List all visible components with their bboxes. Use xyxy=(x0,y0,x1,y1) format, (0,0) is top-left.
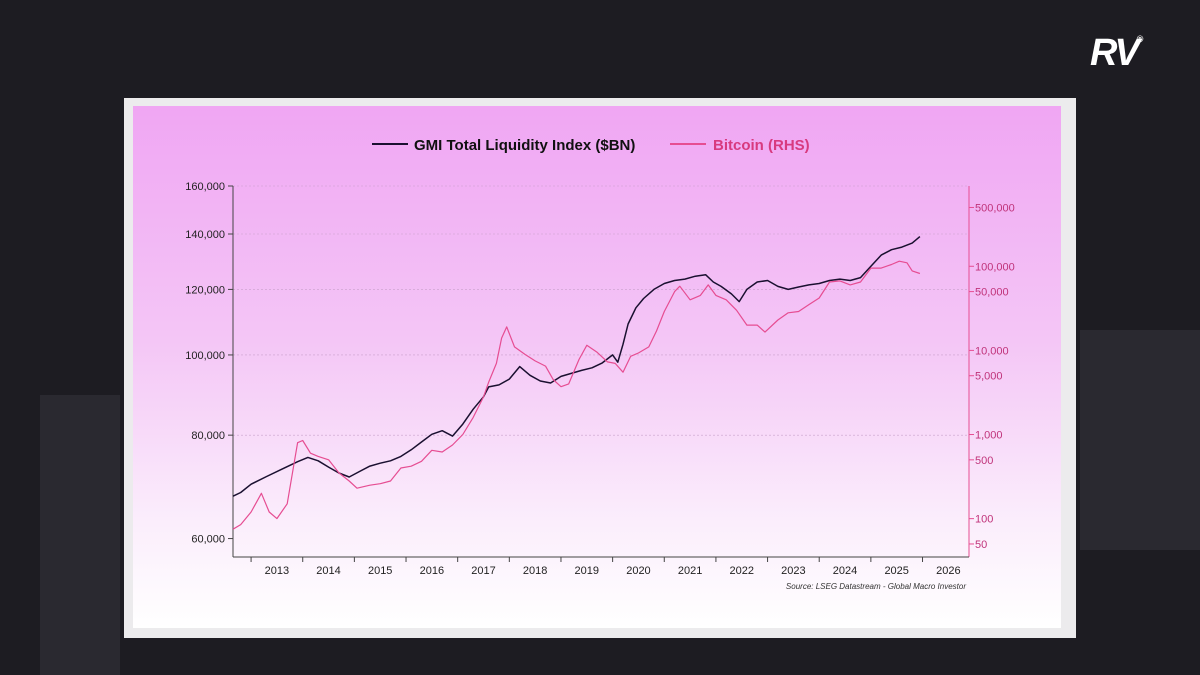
x-tick-label: 2020 xyxy=(626,565,650,577)
x-tick-label: 2016 xyxy=(420,565,444,577)
x-tick-label: 2013 xyxy=(265,565,289,577)
x-tick-label: 2019 xyxy=(575,565,599,577)
liquidity-index-line xyxy=(232,236,921,497)
left-tick-label: 120,000 xyxy=(185,284,225,296)
x-tick-label: 2026 xyxy=(936,565,960,577)
left-tick-label: 60,000 xyxy=(191,534,225,546)
legend-label: Bitcoin (RHS) xyxy=(713,137,810,154)
left-tick-label: 80,000 xyxy=(191,430,225,442)
rv-logo: RV® xyxy=(1090,28,1150,78)
logo-mark: ® xyxy=(1136,34,1144,44)
right-tick-label: 50 xyxy=(975,539,987,551)
right-tick-label: 500 xyxy=(975,455,993,467)
background-shape-left xyxy=(40,395,120,675)
x-tick-label: 2021 xyxy=(678,565,702,577)
background-shape-right xyxy=(1080,330,1200,550)
right-tick-label: 5,000 xyxy=(975,371,1003,383)
right-tick-label: 50,000 xyxy=(975,287,1009,299)
x-tick-label: 2023 xyxy=(781,565,805,577)
left-axis-ticks: 60,000 80,000 100,000 120,000 140,000 160,000 xyxy=(185,181,233,546)
axes xyxy=(232,186,970,558)
x-tick-label: 2018 xyxy=(523,565,547,577)
right-axis-ticks: 50 100 500 1,000 5,000 10,000 50,000 100,000 500… xyxy=(969,202,1015,551)
right-tick-label: 100,000 xyxy=(975,261,1015,273)
chart-panel xyxy=(133,106,1061,628)
bitcoin-line xyxy=(232,260,921,530)
x-tick-label: 2014 xyxy=(316,565,340,577)
left-tick-label: 160,000 xyxy=(185,181,225,193)
series-lines xyxy=(232,236,921,530)
logo-text: RV xyxy=(1090,32,1140,74)
x-tick-label: 2024 xyxy=(833,565,857,577)
source-note: Source: LSEG Datastream - Global Macro I… xyxy=(786,582,966,591)
right-tick-label: 100 xyxy=(975,514,993,526)
right-tick-label: 1,000 xyxy=(975,430,1003,442)
right-tick-label: 500,000 xyxy=(975,202,1015,214)
legend-label: GMI Total Liquidity Index ($BN) xyxy=(414,137,635,154)
right-tick-label: 10,000 xyxy=(975,345,1009,357)
x-tick-label: 2017 xyxy=(471,565,495,577)
left-tick-label: 100,000 xyxy=(185,350,225,362)
legend: GMI Total Liquidity Index ($BN) Bitcoin (… xyxy=(372,137,810,154)
left-tick-label: 140,000 xyxy=(185,229,225,241)
x-axis-ticks: 2013 2014 2015 2016 2017 2018 2019 2020 2021 2022… xyxy=(250,557,961,577)
x-tick-label: 2025 xyxy=(884,565,908,577)
gridlines xyxy=(233,185,969,436)
x-tick-label: 2022 xyxy=(730,565,754,577)
x-tick-label: 2015 xyxy=(368,565,392,577)
